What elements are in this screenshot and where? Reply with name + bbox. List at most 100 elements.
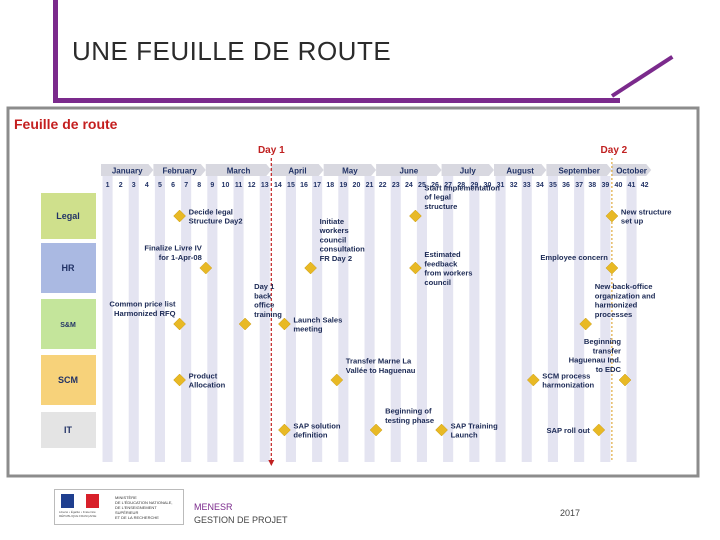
footer-org: MENESR	[194, 502, 233, 512]
week-number-label: 29	[470, 182, 478, 189]
month-label: February	[162, 167, 197, 176]
lane-label: Legal	[56, 211, 80, 221]
week-column-bar	[259, 176, 270, 462]
week-column-bar	[574, 176, 585, 462]
month-label: June	[400, 167, 419, 176]
milestone-label: Common price list	[109, 300, 176, 309]
day-marker-arrow	[268, 460, 275, 466]
milestone-label: transfer	[593, 346, 621, 355]
lane-label: S&M	[60, 322, 76, 329]
milestone-label: SCM process	[542, 371, 590, 380]
milestone-label: SAP solution	[293, 421, 340, 430]
milestone-label: SAP roll out	[546, 426, 590, 435]
milestone-label: New structure	[621, 207, 672, 216]
week-column-bar	[338, 176, 349, 462]
milestone-diamond	[592, 423, 606, 437]
footer-department: GESTION DE PROJET	[194, 515, 288, 525]
week-number-label: 40	[615, 182, 623, 189]
milestone-diamond	[435, 423, 448, 437]
milestone-diamond	[579, 317, 593, 331]
milestone-label: council	[320, 235, 347, 244]
milestone-label: council	[424, 278, 451, 287]
month-header-bar	[153, 164, 206, 176]
week-number-label: 27	[444, 182, 452, 189]
week-number-label: 7	[184, 182, 188, 189]
milestone-diamond	[526, 373, 540, 387]
week-number-label: 36	[562, 182, 570, 189]
month-label: May	[342, 167, 358, 176]
week-number-label: 42	[641, 182, 649, 189]
month-label: September	[558, 167, 599, 176]
week-number-label: 26	[431, 182, 439, 189]
milestone-label: Product	[189, 371, 218, 380]
milestone-label: FR Day 2	[320, 254, 353, 263]
week-number-label: 5	[158, 182, 162, 189]
page-title: UNE FEUILLE DE ROUTE	[72, 36, 392, 66]
logo-motto: Liberté • Égalité • Fraternité RÉPUBLIQUE…	[59, 510, 97, 518]
ministry-logo: Liberté • Égalité • Fraternité RÉPUBLIQUE…	[54, 489, 184, 525]
week-number-label: 10	[222, 182, 230, 189]
lane-label: HR	[62, 263, 75, 273]
week-column-bar	[443, 176, 454, 462]
month-label: March	[227, 167, 251, 176]
milestone-label: for 1-Apr-08	[159, 253, 202, 262]
month-header-bar	[323, 164, 377, 176]
milestone-diamond	[278, 317, 291, 331]
month-label: October	[616, 167, 647, 176]
week-column-bar	[312, 176, 323, 462]
milestone-label: New back-office	[595, 282, 653, 291]
month-header-bar	[205, 164, 272, 176]
milestone-label: of legal	[424, 193, 451, 202]
week-number-label: 25	[418, 182, 426, 189]
week-column-bar	[495, 176, 506, 462]
week-number-label: 35	[549, 182, 557, 189]
milestone-label: meeting	[293, 325, 322, 334]
week-number-label: 23	[392, 182, 400, 189]
milestone-label: to EDC	[596, 365, 622, 374]
week-number-label: 33	[523, 182, 531, 189]
milestone-label: feedback	[424, 259, 458, 268]
milestone-label: Finalize Livre IV	[144, 244, 202, 253]
week-column-bar	[233, 176, 244, 462]
week-number-label: 2	[119, 182, 123, 189]
milestone-label: set up	[621, 217, 644, 226]
milestone-label: Allocation	[189, 381, 226, 390]
milestone-label: Launch	[451, 431, 478, 440]
frame-left-bar	[53, 0, 58, 103]
week-column-bar	[626, 176, 637, 462]
week-number-label: 14	[274, 182, 282, 189]
week-number-label: 32	[510, 182, 518, 189]
milestone-label: Vallée to Haguenau	[346, 366, 416, 375]
week-number-label: 12	[248, 182, 256, 189]
milestone-label: Initiate	[320, 217, 344, 226]
milestone-label: workers	[319, 226, 349, 235]
milestone-diamond	[278, 423, 291, 437]
milestone-label: Estimated	[424, 250, 461, 259]
frame-top-bar	[55, 98, 620, 103]
week-column-bar	[285, 176, 296, 462]
milestone-label: harmonized	[595, 301, 638, 310]
month-label: January	[112, 167, 143, 176]
milestone-label: Haguenau Ind.	[569, 356, 621, 365]
week-number-label: 24	[405, 182, 413, 189]
milestone-label: Employee concern	[540, 253, 608, 262]
week-number-label: 19	[339, 182, 347, 189]
milestone-diamond	[330, 373, 344, 387]
milestone-diamond	[199, 261, 213, 275]
milestone-diamond	[409, 209, 422, 223]
milestone-diamond	[605, 209, 619, 223]
month-header-bar	[611, 164, 652, 176]
day-marker-label: Day 1	[258, 145, 285, 156]
week-column-bar	[364, 176, 375, 462]
milestone-label: definition	[293, 431, 328, 440]
milestone-label: Start Implementation	[424, 183, 500, 192]
lane-header-legal	[41, 193, 96, 239]
milestone-label: Decide legal	[189, 207, 233, 216]
week-column-bar	[600, 176, 611, 462]
week-number-label: 8	[197, 182, 201, 189]
milestone-diamond	[605, 261, 619, 275]
milestone-label: testing phase	[385, 416, 434, 425]
week-column-bar	[390, 176, 401, 462]
week-number-label: 18	[326, 182, 334, 189]
week-number-label: 15	[287, 182, 295, 189]
